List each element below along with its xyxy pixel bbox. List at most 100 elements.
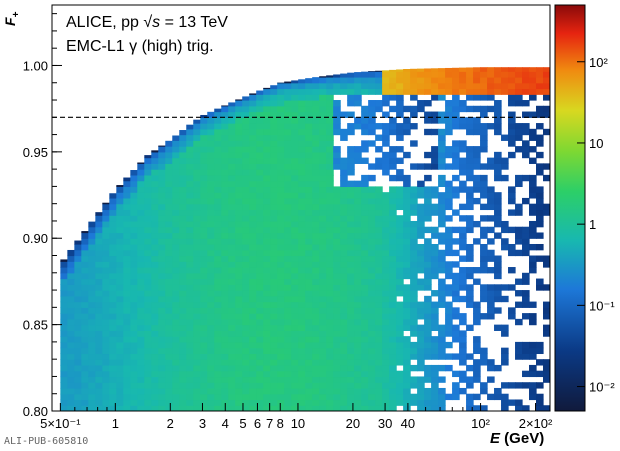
heatmap-cell (494, 290, 502, 297)
heatmap-cell (151, 336, 159, 343)
heatmap-cell (221, 341, 229, 349)
heatmap-cell (340, 278, 348, 285)
heatmap-cell (228, 243, 236, 251)
heatmap-cell (193, 249, 201, 257)
heatmap-cell (529, 134, 537, 141)
heatmap-cell (214, 117, 222, 124)
heatmap-cell (95, 284, 103, 291)
heatmap-cell (431, 88, 439, 95)
heatmap-cell (88, 353, 96, 360)
heatmap-cell (396, 111, 404, 118)
heatmap-cell (424, 324, 432, 331)
heatmap-cell (333, 330, 341, 337)
heatmap-cell (333, 324, 341, 331)
heatmap-cell (151, 307, 159, 314)
heatmap-cell (263, 169, 271, 176)
heatmap-cell (340, 226, 348, 234)
heatmap-cell (130, 387, 138, 395)
heatmap-cell (312, 324, 320, 331)
heatmap-cell (375, 88, 383, 95)
heatmap-cell (200, 290, 208, 297)
heatmap-cell (319, 399, 327, 406)
heatmap-cell (522, 82, 530, 90)
heatmap-cell (200, 405, 208, 411)
heatmap-cell (67, 301, 75, 308)
heatmap-cell (228, 353, 236, 360)
heatmap-cell (116, 215, 124, 222)
heatmap-cell (522, 151, 530, 159)
heatmap-cell (438, 174, 446, 182)
heatmap-cell (88, 243, 96, 251)
heatmap-cell (193, 301, 201, 308)
heatmap-cell (137, 215, 145, 222)
heatmap-cell (298, 290, 306, 297)
heatmap-cell (172, 399, 180, 406)
heatmap-cell (74, 240, 82, 245)
heatmap-cell (74, 353, 82, 360)
heatmap-cell (403, 382, 411, 389)
heatmap-cell (298, 209, 306, 216)
heatmap-cell (417, 68, 425, 72)
heatmap-cell (256, 163, 264, 170)
heatmap-cell (452, 290, 460, 297)
heatmap-cell (543, 82, 550, 90)
heatmap-cell (109, 359, 117, 366)
heatmap-cell (102, 261, 110, 268)
heatmap-cell (60, 301, 68, 308)
heatmap-cell (438, 71, 446, 78)
heatmap-cell (284, 105, 292, 113)
heatmap-cell (494, 324, 502, 331)
heatmap-cell (522, 88, 530, 95)
heatmap-cell (354, 278, 362, 285)
heatmap-cell (277, 313, 285, 320)
heatmap-cell (424, 370, 432, 378)
heatmap-cell (298, 238, 306, 245)
heatmap-cell (361, 71, 369, 78)
heatmap-cell (480, 249, 488, 257)
heatmap-cell (347, 267, 355, 274)
heatmap-cell (305, 140, 313, 147)
heatmap-cell (452, 151, 460, 159)
heatmap-cell (221, 238, 229, 245)
heatmap-cell (480, 180, 488, 188)
heatmap-cell (305, 330, 313, 337)
heatmap-cell (291, 330, 299, 337)
heatmap-cell (144, 290, 152, 297)
heatmap-cell (263, 359, 271, 366)
heatmap-cell (438, 76, 446, 84)
heatmap-cell (291, 290, 299, 297)
heatmap-cell (333, 123, 341, 130)
heatmap-cell (473, 267, 481, 274)
heatmap-cell (403, 105, 411, 113)
heatmap-cell (319, 215, 327, 222)
heatmap-cell (368, 215, 376, 222)
heatmap-cell (291, 215, 299, 222)
heatmap-cell (235, 255, 243, 262)
heatmap-cell (396, 278, 404, 285)
heatmap-cell (284, 387, 292, 395)
heatmap-cell (459, 255, 467, 262)
heatmap-cell (452, 82, 460, 90)
heatmap-cell (298, 215, 306, 222)
heatmap-cell (536, 169, 544, 176)
heatmap-cell (375, 405, 383, 411)
heatmap-cell (326, 75, 334, 78)
heatmap-cell (417, 347, 425, 355)
heatmap-cell (158, 290, 166, 297)
heatmap-cell (284, 364, 292, 372)
heatmap-cell (193, 261, 201, 268)
heatmap-cell (179, 272, 187, 280)
heatmap-cell (417, 376, 425, 383)
heatmap-cell (368, 100, 376, 107)
heatmap-cell (242, 313, 250, 320)
heatmap-cell (459, 157, 467, 164)
heatmap-cell (452, 174, 460, 182)
heatmap-cell (536, 203, 544, 211)
heatmap-cell (249, 267, 257, 274)
heatmap-cell (116, 238, 124, 245)
heatmap-cell (473, 313, 481, 320)
heatmap-cell (459, 330, 467, 337)
heatmap-cell (375, 220, 383, 228)
heatmap-cell (375, 146, 383, 153)
heatmap-cell (305, 295, 313, 303)
